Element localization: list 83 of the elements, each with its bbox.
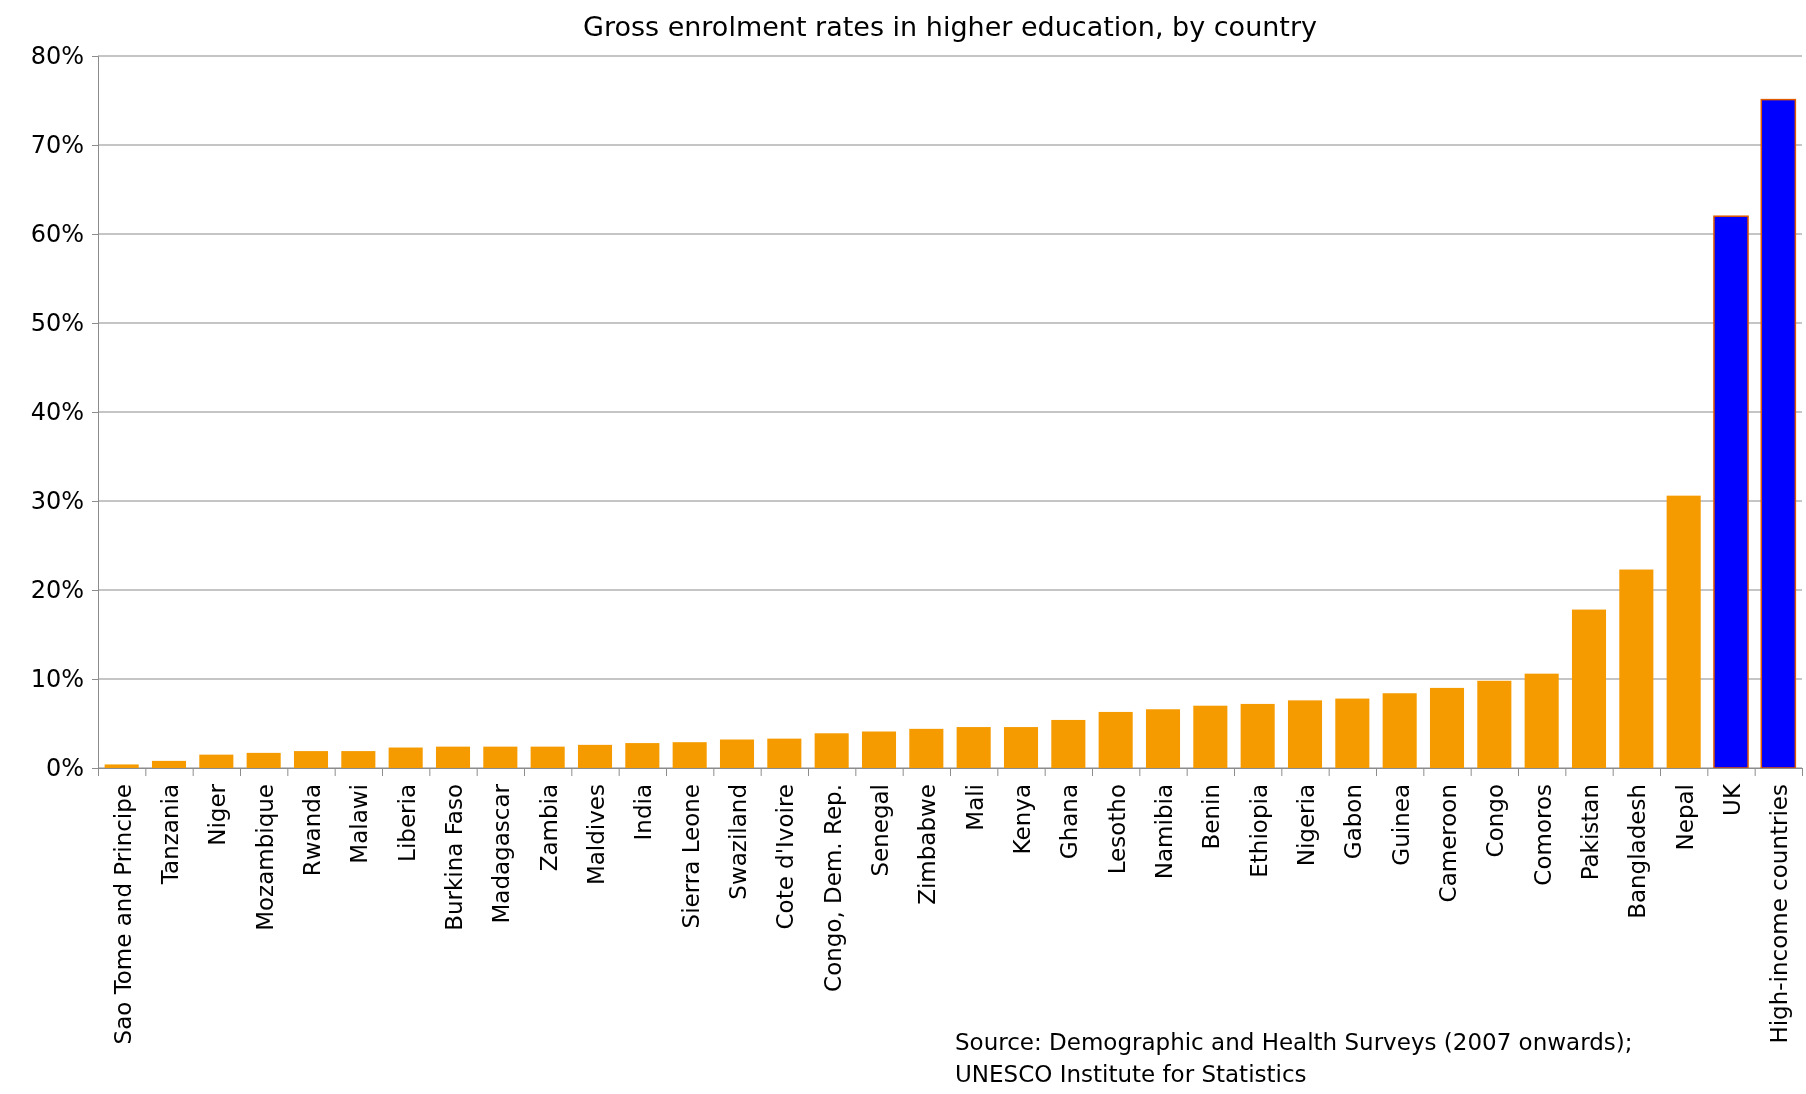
bar — [577, 744, 613, 768]
x-tick-label: Ghana — [1056, 784, 1083, 860]
x-tick-label: Liberia — [393, 784, 420, 862]
bar — [1145, 709, 1181, 768]
bar — [1477, 680, 1512, 768]
bar — [1193, 705, 1228, 768]
bar — [861, 731, 897, 768]
bar — [1382, 693, 1417, 768]
bar — [1003, 727, 1039, 768]
bar — [293, 751, 329, 768]
y-tick-label: 70% — [30, 131, 84, 160]
bar — [1240, 703, 1275, 768]
bar — [909, 728, 944, 768]
x-tick-label: Gabon — [1340, 784, 1367, 860]
y-tick-label: 30% — [30, 487, 84, 516]
x-tick-label: Pakistan — [1577, 784, 1603, 881]
y-tick-label: 20% — [30, 576, 84, 605]
y-tick-label: 40% — [30, 398, 84, 427]
x-tick-label: Rwanda — [299, 784, 325, 877]
bar — [1098, 711, 1133, 768]
bar — [1571, 609, 1607, 768]
bar — [1429, 687, 1465, 768]
chart-title: Gross enrolment rates in higher education, by country — [582, 11, 1318, 42]
bar — [1524, 673, 1559, 768]
x-tick-label: Malawi — [346, 784, 373, 864]
bar — [435, 746, 471, 768]
x-tick-label: Guinea — [1387, 784, 1414, 866]
bar — [814, 733, 849, 768]
y-tick-label: 10% — [30, 665, 84, 694]
x-tick-label: Sao Tome and Principe — [109, 784, 136, 1045]
x-tick-label: Madagascar — [488, 783, 515, 924]
bar — [1335, 698, 1370, 768]
bar — [1713, 215, 1749, 769]
bar — [530, 746, 565, 768]
bar — [672, 742, 707, 768]
x-tick-label: UK — [1719, 783, 1745, 816]
x-tick-label: Zambia — [535, 784, 562, 872]
x-tick-label: Swaziland — [725, 784, 751, 900]
x-tick-label: Senegal — [867, 784, 893, 877]
bar — [767, 738, 802, 768]
x-tick-label: Cameroon — [1435, 784, 1461, 903]
bar — [625, 743, 660, 768]
bar — [483, 746, 518, 768]
bar — [719, 739, 755, 768]
x-tick-label: Mozambique — [251, 784, 278, 931]
x-tick-label: Cote d'Ivoire — [772, 784, 799, 930]
y-tick-label: 0% — [45, 754, 84, 783]
x-tick-label: Bangladesh — [1624, 784, 1651, 919]
x-tick-label: Niger — [204, 783, 231, 846]
x-tick-label: Lesotho — [1103, 784, 1130, 875]
bar — [341, 751, 376, 768]
y-tick-label: 80% — [30, 42, 84, 71]
x-tick-label: Congo, Dem. Rep. — [819, 784, 846, 992]
x-tick-label: Congo — [1482, 784, 1509, 858]
bar — [104, 764, 139, 768]
x-tick-label: Zimbabwe — [914, 784, 941, 905]
bar — [956, 727, 991, 768]
x-tick-label: Comoros — [1529, 784, 1556, 886]
x-tick-label: Nepal — [1671, 784, 1698, 851]
y-tick-label: 50% — [30, 309, 84, 338]
bar — [246, 752, 281, 768]
bar — [1287, 700, 1323, 768]
x-tick-label: Ethiopia — [1245, 784, 1272, 878]
x-tick-label: Benin — [1198, 784, 1225, 850]
x-tick-label: Maldives — [583, 784, 609, 886]
bar — [1666, 495, 1701, 768]
bar — [151, 760, 187, 768]
bar — [1760, 98, 1797, 769]
x-tick-label: Tanzania — [157, 784, 183, 886]
source-note: Source: Demographic and Health Surveys (2007 onwards); UNESCO Institute for Statistics — [955, 1029, 1633, 1087]
x-tick-label: High-income countries — [1766, 784, 1793, 1044]
x-tick-label: Kenya — [1009, 784, 1035, 855]
bar — [199, 754, 234, 768]
bar — [388, 747, 423, 768]
x-tick-label: Namibia — [1151, 784, 1177, 880]
y-tick-label: 60% — [30, 220, 84, 249]
x-tick-label: Mali — [961, 784, 988, 831]
bar — [1051, 719, 1086, 768]
bar — [1619, 569, 1654, 768]
x-tick-label: Nigeria — [1293, 784, 1319, 867]
x-tick-label: India — [630, 784, 657, 841]
x-tick-label: Burkina Faso — [441, 784, 467, 931]
x-tick-label: Sierra Leone — [677, 784, 704, 929]
